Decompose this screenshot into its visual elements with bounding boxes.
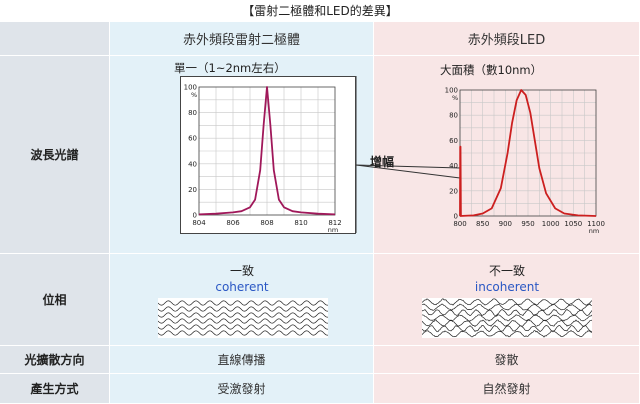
header-laser: 赤外頻段雷射二極體 (110, 22, 374, 56)
x-tick-label: 1000 (542, 220, 560, 228)
zoom-label: 增幅 (370, 155, 395, 169)
generation-laser: 受激發射 (110, 374, 374, 404)
y-unit-label: % (191, 91, 197, 99)
coherent-wave-icon (158, 298, 328, 338)
x-tick-label: 1050 (564, 220, 582, 228)
x-tick-label: 850 (476, 220, 489, 228)
x-tick-label: 810 (294, 219, 307, 227)
row-label-generation: 產生方式 (0, 374, 110, 404)
incoherent-wave-icon (422, 298, 592, 338)
x-tick-label: 950 (521, 220, 534, 228)
series-line (459, 145, 462, 217)
direction-led: 發散 (374, 346, 640, 374)
y-tick-label: 20 (188, 186, 197, 194)
phase-laser-top: 一致 (229, 264, 254, 278)
wave-line (158, 306, 328, 312)
laser-spectrum-label: 單一（1~2nm左右） (174, 61, 286, 75)
row-label-spectrum: 波長光譜 (0, 56, 110, 254)
y-tick-label: 0 (454, 213, 458, 221)
x-tick-label: 800 (453, 220, 466, 228)
x-unit-label: nm (589, 227, 599, 235)
wave-line (158, 318, 328, 324)
y-tick-label: 40 (449, 162, 458, 170)
row-label-phase: 位相 (0, 254, 110, 346)
y-tick-label: 60 (449, 137, 458, 145)
wave-line (422, 308, 592, 317)
wave-line (158, 300, 328, 306)
phase-led-top: 不一致 (488, 264, 525, 278)
y-unit-label: % (452, 94, 458, 102)
x-unit-label: nm (328, 226, 338, 234)
x-tick-label: 806 (226, 219, 240, 227)
y-tick-label: 0 (193, 212, 197, 220)
phase-laser-sub: coherent (215, 280, 269, 294)
corner-cell (0, 22, 110, 56)
generation-led: 自然發射 (374, 374, 640, 404)
x-tick-label: 900 (499, 220, 512, 228)
page-title: 【雷射二極體和LED的差異】 (242, 4, 398, 18)
x-tick-label: 1100 (587, 220, 605, 228)
y-tick-label: 60 (188, 135, 197, 143)
wave-line (158, 330, 328, 336)
wave-line (422, 314, 592, 322)
y-tick-label: 20 (449, 187, 458, 195)
wave-line (422, 319, 592, 328)
y-tick-label: 80 (449, 112, 458, 120)
series-line (198, 86, 336, 216)
x-tick-label: 808 (260, 219, 273, 227)
phase-led-sub: incoherent (474, 280, 540, 294)
series-line (459, 89, 597, 217)
y-tick-label: 100 (184, 84, 197, 92)
led-spectrum-chart: 800 850 900 950 1000 1050 1100 0 20 40 60 80 100% nm (445, 87, 605, 236)
y-tick-label: 100 (445, 87, 458, 95)
wave-line (158, 312, 328, 318)
laser-spectrum-chart: 804 806 808 810 812 0 20 40 60 80 100% nm (180, 76, 356, 234)
x-tick-label: 812 (328, 219, 341, 227)
wave-line (158, 324, 328, 330)
wave-line (422, 325, 592, 333)
wave-line (422, 298, 592, 306)
wave-line (422, 329, 592, 338)
direction-laser: 直線傳播 (110, 346, 374, 374)
row-label-direction: 光擴散方向 (0, 346, 110, 374)
y-tick-label: 80 (188, 109, 197, 117)
led-spectrum-label: 大面積（數10nm） (440, 63, 543, 77)
y-tick-label: 40 (188, 160, 197, 168)
x-tick-label: 804 (192, 219, 206, 227)
